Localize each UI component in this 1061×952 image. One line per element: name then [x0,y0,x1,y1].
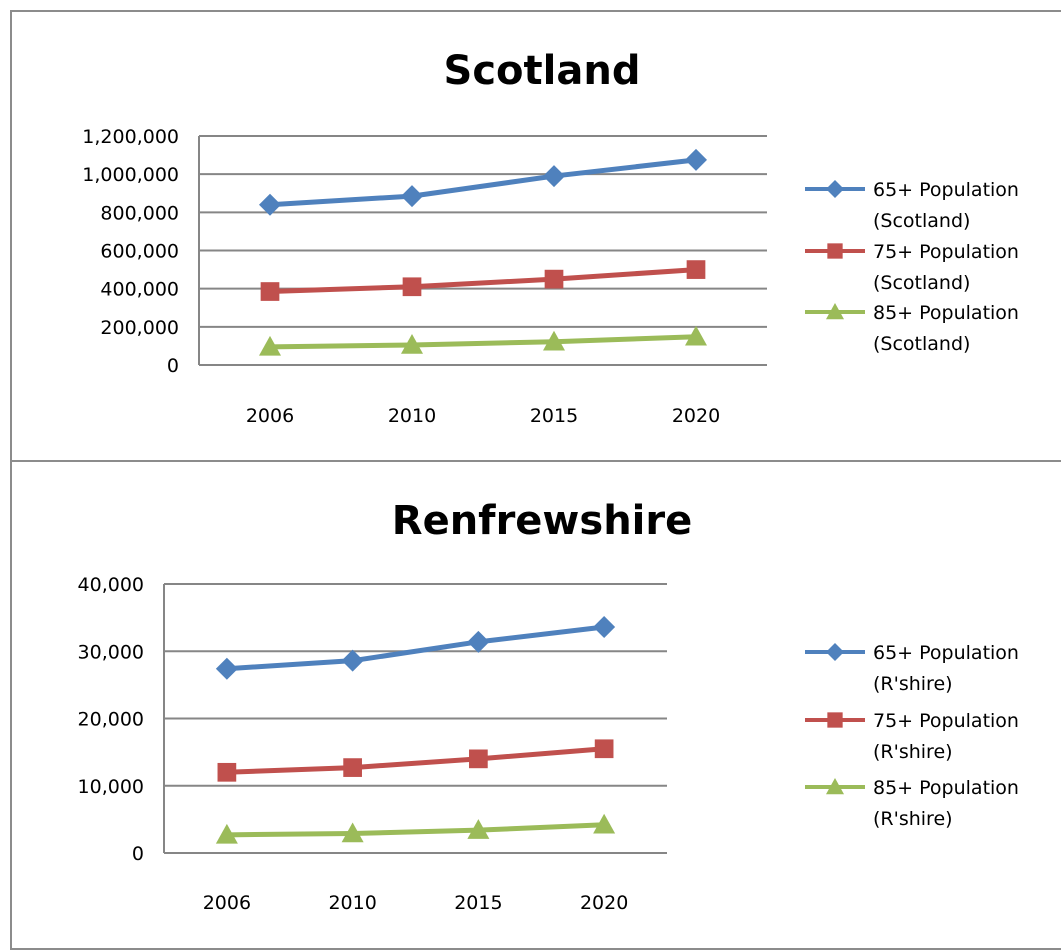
series-line [226,624,605,672]
y-tick-label: 30,000 [78,641,144,663]
x-tick-label: 2020 [672,405,720,427]
y-tick-label: 400,000 [100,279,179,301]
x-tick-label: 2010 [328,892,376,914]
series-line [269,157,697,208]
data-point [686,260,706,279]
data-point [215,823,238,844]
data-point [544,269,564,289]
chart-panel-scotland: Scotland 0 200,000 400,000 600,000 800,000 1,… [10,10,1061,462]
y-tick-label: 20,000 [78,709,144,731]
x-tick-label: 2015 [530,405,578,427]
y-tick-label: 600,000 [100,241,179,263]
data-point [260,282,280,301]
data-point [467,630,490,653]
chart-title: Scotland [444,48,641,94]
legend-label: 85+ Population (Scotland) [873,302,1019,355]
legend-marker [826,643,844,661]
y-tick-label: 0 [167,355,179,377]
y-tick-label: 200,000 [100,317,179,339]
data-point [341,649,364,672]
data-point [685,325,707,346]
legend-marker [826,778,844,795]
legend-label: 65+ Population (R'shire) [873,642,1019,695]
data-point [343,758,362,777]
data-point [543,165,565,188]
series-line [226,822,605,838]
data-point [593,813,616,834]
y-tick-label: 1,200,000 [82,126,179,148]
series-line [269,334,697,350]
data-point [341,822,364,843]
data-point [217,762,237,782]
series-line [226,746,605,775]
data-point [469,749,488,769]
x-tick-label: 2006 [246,405,294,427]
y-tick-label: 1,000,000 [82,164,179,186]
y-tick-label: 0 [132,843,144,865]
legend-marker [827,712,843,728]
legend-label: 75+ Population (Scotland) [873,241,1019,294]
data-point [259,335,281,356]
data-point [543,330,565,351]
data-point [402,277,422,297]
y-tick-label: 40,000 [78,574,144,596]
legend-marker [827,243,843,259]
x-tick-label: 2010 [388,405,436,427]
x-tick-label: 2006 [203,892,251,914]
data-point [685,148,707,171]
data-point [215,657,238,680]
x-tick-label: 2015 [454,892,502,914]
line-chart-scotland: Scotland 0 200,000 400,000 600,000 800,000 1,… [82,48,1019,427]
data-point [467,819,490,839]
legend-label: 85+ Population (R'shire) [873,777,1019,830]
x-tick-label: 2020 [580,892,628,914]
line-chart-renfrewshire: Renfrewshire 0 10,000 20,000 30,000 40,000 2… [78,498,1019,914]
data-point [593,616,616,639]
y-tick-label: 10,000 [78,776,144,798]
legend-label: 75+ Population (R'shire) [873,710,1019,763]
chart-title: Renfrewshire [392,498,692,544]
chart-panel-renfrewshire: Renfrewshire 0 10,000 20,000 30,000 40,000 2… [10,460,1061,950]
data-point [594,739,614,759]
data-point [401,333,423,354]
data-point [259,193,281,216]
data-point [401,185,423,208]
legend-label: 65+ Population (Scotland) [873,179,1019,232]
y-tick-label: 800,000 [100,202,179,224]
series-line [269,267,697,295]
legend-marker [826,180,844,198]
legend-marker [826,303,844,320]
